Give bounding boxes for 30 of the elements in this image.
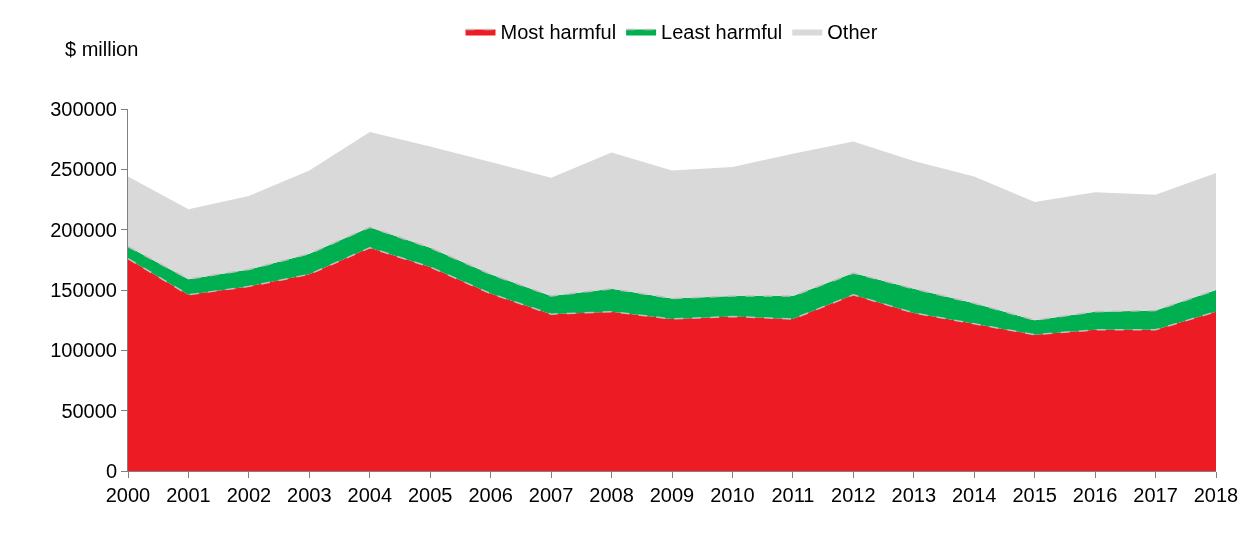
x-tick-label: 2018 — [1193, 484, 1239, 506]
x-tick-label: 2007 — [528, 484, 574, 506]
x-tick-label: 2011 — [771, 484, 815, 506]
x-tick-label: 2006 — [468, 484, 513, 506]
x-tick-label: 2014 — [951, 484, 997, 506]
y-tick-label: 200000 — [50, 218, 117, 241]
x-tick-label: 2015 — [1012, 484, 1057, 506]
x-tick-label: 2013 — [891, 484, 937, 506]
x-tick-label: 2016 — [1072, 484, 1118, 506]
y-tick-label: 150000 — [50, 279, 117, 301]
x-tick-label: 2008 — [589, 484, 634, 506]
legend-label: Other — [827, 21, 878, 44]
y-tick-label: 100000 — [50, 339, 117, 362]
x-tick-label: 2002 — [226, 484, 272, 506]
legend-label: Most harmful — [500, 21, 617, 44]
x-tick-label: 2005 — [407, 484, 453, 506]
y-tick-label: 0 — [105, 460, 117, 482]
x-tick-label: 2003 — [287, 484, 332, 506]
y-axis-title: $ million — [65, 38, 139, 60]
y-tick-label: 250000 — [50, 158, 117, 181]
y-tick-label: 50000 — [61, 399, 117, 422]
x-tick-label: 2004 — [347, 484, 393, 506]
x-tick-label: 2017 — [1133, 484, 1178, 506]
x-tick-label: 2001 — [166, 484, 211, 506]
legend-label: Least harmful — [661, 21, 783, 44]
x-tick-label: 2009 — [649, 484, 695, 506]
x-tick-label: 2012 — [831, 484, 876, 506]
x-tick-label: 2010 — [710, 484, 755, 506]
x-tick-label: 2000 — [105, 484, 151, 506]
y-tick-label: 300000 — [50, 98, 117, 120]
